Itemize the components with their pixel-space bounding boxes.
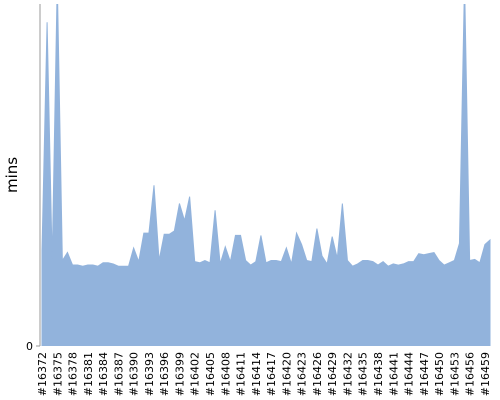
x-tick-label: #16402 xyxy=(189,352,202,396)
x-tick-label: #16435 xyxy=(357,352,370,396)
x-tick-label: #16444 xyxy=(403,352,416,396)
x-tick-label: #16390 xyxy=(128,352,141,396)
y-axis-title: mins xyxy=(3,157,21,193)
plot-area xyxy=(41,4,491,346)
y-tick-label: 0 xyxy=(26,340,33,353)
x-tick-label: #16420 xyxy=(280,352,293,396)
x-tick-label: #16381 xyxy=(82,352,95,396)
x-tick-label: #16378 xyxy=(67,352,80,396)
x-tick-label: #16408 xyxy=(219,352,232,396)
x-tick-label: #16396 xyxy=(158,352,171,396)
x-tick-label: #16456 xyxy=(464,352,477,396)
x-tick-label: #16375 xyxy=(51,352,64,396)
x-tick-label: #16447 xyxy=(418,352,431,396)
x-tick-label: #16459 xyxy=(479,352,492,396)
x-tick-label: #16438 xyxy=(372,352,385,396)
x-tick-label: #16441 xyxy=(387,352,400,396)
x-tick-label: #16426 xyxy=(311,352,324,396)
x-tick-label: #16429 xyxy=(326,352,339,396)
x-tick-label: #16399 xyxy=(173,352,186,396)
x-tick-label: #16372 xyxy=(36,352,49,396)
x-tick-label: #16432 xyxy=(341,352,354,396)
x-tick-label: #16417 xyxy=(265,352,278,396)
x-tick-label: #16393 xyxy=(143,352,156,396)
x-tick-label: #16414 xyxy=(250,352,263,396)
x-tick-label: #16411 xyxy=(235,352,248,396)
x-tick-label: #16384 xyxy=(97,352,110,396)
x-tick-label: #16423 xyxy=(296,352,309,396)
x-tick-label: #16450 xyxy=(433,352,446,396)
x-tick-label: #16453 xyxy=(448,352,461,396)
x-tick-label: #16387 xyxy=(112,352,125,396)
area xyxy=(41,4,491,346)
x-tick-label: #16405 xyxy=(204,352,217,396)
